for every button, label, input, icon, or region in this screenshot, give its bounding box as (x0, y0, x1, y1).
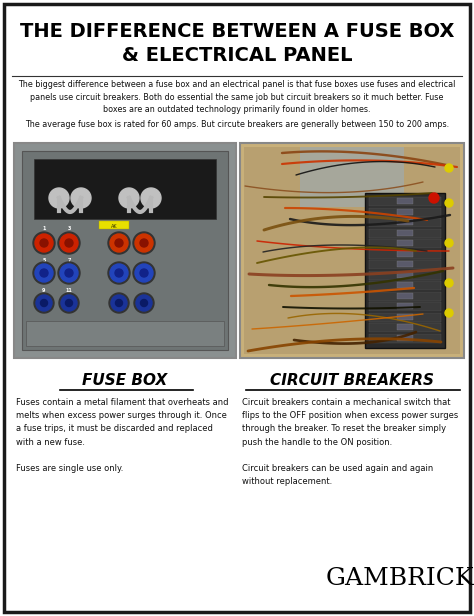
Bar (397, 208, 413, 214)
Bar (369, 218, 441, 227)
Bar (397, 324, 413, 330)
Circle shape (140, 269, 148, 277)
Bar (397, 230, 413, 235)
Text: Circuit breakers contain a mechanical switch that
flips to the OFF position when: Circuit breakers contain a mechanical sw… (242, 398, 458, 486)
Bar (34, 159, 216, 219)
Circle shape (135, 234, 153, 252)
Bar (369, 333, 441, 342)
Circle shape (445, 309, 453, 317)
Bar (369, 197, 441, 206)
Circle shape (111, 295, 127, 311)
Bar (26, 321, 224, 346)
Circle shape (135, 264, 153, 282)
Bar (397, 303, 413, 309)
Circle shape (40, 239, 48, 247)
Text: Fuses contain a metal filament that overheats and
melts when excess power surges: Fuses contain a metal filament that over… (16, 398, 228, 473)
Text: 7: 7 (67, 257, 71, 262)
Circle shape (65, 269, 73, 277)
Text: The biggest difference between a fuse box and an electrical panel is that fuse b: The biggest difference between a fuse bo… (18, 80, 456, 114)
Text: AK: AK (111, 224, 117, 229)
Bar (369, 260, 441, 269)
Circle shape (445, 199, 453, 207)
Text: 3: 3 (67, 227, 71, 232)
Circle shape (109, 293, 129, 313)
Circle shape (59, 293, 79, 313)
Circle shape (445, 239, 453, 247)
Circle shape (133, 232, 155, 254)
Bar (369, 229, 441, 238)
Circle shape (34, 293, 54, 313)
Bar (397, 219, 413, 225)
Circle shape (65, 239, 73, 247)
Circle shape (40, 299, 47, 307)
Circle shape (60, 264, 78, 282)
Bar (369, 291, 441, 301)
Circle shape (141, 188, 161, 208)
Bar (397, 251, 413, 256)
Bar (397, 198, 413, 204)
Circle shape (108, 262, 130, 284)
Circle shape (116, 299, 122, 307)
Bar (365, 193, 445, 348)
Circle shape (33, 232, 55, 254)
Circle shape (133, 262, 155, 284)
Circle shape (115, 269, 123, 277)
Bar (369, 281, 441, 290)
Text: 11: 11 (65, 288, 73, 293)
Circle shape (108, 232, 130, 254)
Text: 1: 1 (42, 227, 46, 232)
Bar (244, 147, 460, 354)
Circle shape (134, 293, 154, 313)
Bar (397, 261, 413, 267)
Bar (99, 221, 129, 229)
Text: FUSE BOX: FUSE BOX (82, 373, 168, 388)
Circle shape (49, 188, 69, 208)
Bar (14, 143, 236, 358)
Text: GAMBRICK: GAMBRICK (326, 567, 474, 590)
Circle shape (33, 262, 55, 284)
Circle shape (110, 234, 128, 252)
Bar (397, 314, 413, 320)
Circle shape (115, 239, 123, 247)
Circle shape (140, 239, 148, 247)
Circle shape (445, 164, 453, 172)
Bar (369, 249, 441, 259)
Circle shape (71, 188, 91, 208)
Circle shape (35, 264, 53, 282)
Bar (22, 151, 228, 350)
Circle shape (136, 295, 152, 311)
Text: 5: 5 (42, 257, 46, 262)
Text: 9: 9 (42, 288, 46, 293)
Text: CIRCUIT BREAKERS: CIRCUIT BREAKERS (270, 373, 434, 388)
Circle shape (35, 234, 53, 252)
Bar (369, 312, 441, 322)
Bar (369, 323, 441, 332)
Bar (240, 143, 464, 358)
Circle shape (445, 279, 453, 287)
Bar (369, 208, 441, 216)
Circle shape (110, 264, 128, 282)
Circle shape (61, 295, 77, 311)
Bar (397, 334, 413, 341)
Text: THE DIFFERENCE BETWEEN A FUSE BOX: THE DIFFERENCE BETWEEN A FUSE BOX (20, 22, 454, 41)
Text: The average fuse box is rated for 60 amps. But circute breakers are generally be: The average fuse box is rated for 60 amp… (25, 120, 449, 129)
Bar (369, 302, 441, 311)
Circle shape (58, 232, 80, 254)
Bar (369, 239, 441, 248)
Circle shape (58, 262, 80, 284)
Bar (397, 293, 413, 299)
Circle shape (36, 295, 52, 311)
Bar (369, 270, 441, 280)
Circle shape (429, 193, 439, 203)
Circle shape (140, 299, 147, 307)
Circle shape (40, 269, 48, 277)
Bar (300, 147, 404, 207)
Circle shape (65, 299, 73, 307)
Bar (397, 282, 413, 288)
Circle shape (60, 234, 78, 252)
Bar (397, 240, 413, 246)
Text: & ELECTRICAL PANEL: & ELECTRICAL PANEL (122, 46, 352, 65)
Bar (397, 272, 413, 277)
Circle shape (119, 188, 139, 208)
